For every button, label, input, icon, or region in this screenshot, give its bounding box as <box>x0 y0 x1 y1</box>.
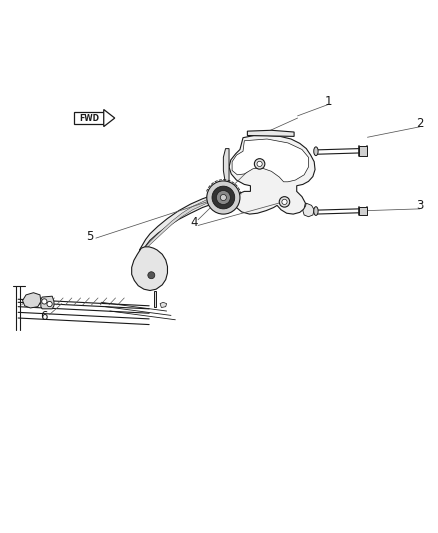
Polygon shape <box>140 193 224 256</box>
Ellipse shape <box>314 147 318 156</box>
Polygon shape <box>74 112 104 124</box>
Polygon shape <box>303 203 314 217</box>
Polygon shape <box>153 290 156 306</box>
Polygon shape <box>223 149 229 184</box>
Text: 1: 1 <box>325 95 332 108</box>
Circle shape <box>282 199 287 205</box>
Polygon shape <box>145 196 221 251</box>
Text: 4: 4 <box>190 216 198 229</box>
Circle shape <box>47 302 52 306</box>
Text: FWD: FWD <box>79 114 99 123</box>
Circle shape <box>148 272 155 279</box>
Circle shape <box>207 181 240 214</box>
Circle shape <box>257 161 262 166</box>
Ellipse shape <box>314 207 318 215</box>
Polygon shape <box>104 109 115 127</box>
Polygon shape <box>229 135 315 214</box>
Circle shape <box>254 159 265 169</box>
Circle shape <box>279 197 290 207</box>
Text: 6: 6 <box>40 310 47 323</box>
Polygon shape <box>41 296 54 309</box>
Polygon shape <box>247 130 294 136</box>
Circle shape <box>42 299 47 304</box>
Polygon shape <box>359 207 367 215</box>
Polygon shape <box>359 147 367 157</box>
Circle shape <box>220 195 226 200</box>
Polygon shape <box>22 293 41 308</box>
Polygon shape <box>160 302 166 308</box>
Text: 5: 5 <box>87 230 94 243</box>
Circle shape <box>212 186 235 209</box>
Polygon shape <box>232 139 308 182</box>
Circle shape <box>216 190 230 205</box>
Text: 3: 3 <box>416 199 424 212</box>
Polygon shape <box>132 247 167 290</box>
Text: 2: 2 <box>416 117 424 130</box>
